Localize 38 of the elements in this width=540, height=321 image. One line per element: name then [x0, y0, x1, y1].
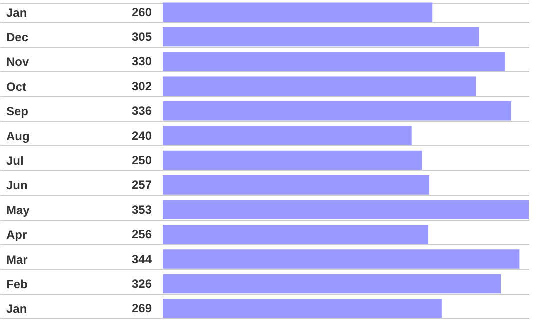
y-tick-label: Jan — [6, 6, 28, 20]
y-tick-label: Sep — [6, 104, 29, 119]
bar — [163, 126, 412, 146]
data-label: 344 — [132, 252, 152, 266]
bar — [163, 76, 476, 96]
data-label: 250 — [132, 154, 152, 168]
y-tick-label: Jan — [6, 302, 28, 316]
data-label: 353 — [132, 202, 152, 217]
bar — [163, 27, 480, 47]
y-tick-label: Oct — [6, 80, 27, 94]
bar — [163, 101, 512, 121]
data-label: 269 — [132, 302, 152, 316]
y-tick-label: May — [6, 203, 30, 218]
bar — [163, 150, 422, 170]
bar — [163, 274, 502, 294]
data-label: 257 — [132, 178, 152, 192]
bar — [163, 52, 506, 72]
bar — [163, 224, 428, 244]
y-tick-label: Aug — [6, 129, 30, 144]
bar — [163, 2, 433, 22]
bar — [163, 176, 430, 195]
data-label: 256 — [132, 228, 152, 242]
data-label: 326 — [132, 276, 152, 291]
y-tick-label: Jul — [6, 154, 24, 168]
bar — [163, 299, 442, 318]
data-label: 260 — [132, 5, 152, 20]
data-label: 330 — [132, 54, 152, 69]
data-label: 305 — [132, 30, 152, 44]
y-tick-label: Dec — [6, 30, 29, 45]
y-tick-label: Mar — [6, 252, 28, 267]
data-label: 302 — [132, 79, 152, 94]
y-tick-label: Nov — [6, 55, 30, 70]
data-label: 336 — [132, 104, 152, 118]
data-label: 240 — [132, 128, 152, 143]
y-tick-label: Feb — [6, 277, 28, 292]
y-tick-label: Apr — [6, 228, 28, 242]
bar — [163, 250, 520, 269]
y-tick-label: Jun — [6, 178, 28, 193]
